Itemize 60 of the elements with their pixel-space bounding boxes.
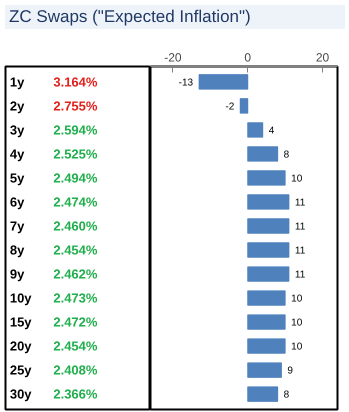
data-label: 11 [294, 221, 306, 232]
y-tick-label: 9y [10, 266, 26, 282]
x2-tick-label: 0 [244, 50, 252, 64]
text: 2.594% [53, 122, 98, 138]
bar [247, 266, 290, 282]
y-tick-label: 7y [10, 218, 26, 234]
text: 2.462% [53, 266, 98, 282]
text: 2.408% [53, 362, 98, 378]
data-label: 11 [294, 197, 306, 208]
bar [247, 170, 286, 186]
data-label: 11 [294, 246, 306, 257]
y-tick-label: 15y [10, 314, 32, 330]
data-label: 10 [291, 294, 303, 305]
x2-tick-label: -20 [164, 50, 182, 64]
data-label: 10 [291, 318, 303, 329]
text: 2.454% [53, 242, 98, 258]
bar [247, 146, 278, 162]
text: 2.472% [53, 314, 98, 330]
bar [247, 314, 286, 330]
data-label: 10 [291, 173, 303, 184]
bar [247, 194, 290, 210]
data-label: 8 [284, 390, 290, 401]
bar [247, 386, 278, 402]
data-label: 4 [268, 125, 275, 136]
text: 2.473% [53, 290, 98, 306]
y-tick-label: 10y [10, 290, 32, 306]
text: 2.366% [53, 386, 98, 402]
data-label: 11 [294, 270, 306, 281]
data-label: 9 [287, 366, 294, 377]
y-tick-label: 25y [10, 362, 32, 378]
bar [247, 242, 290, 258]
bar [247, 122, 264, 138]
text: 2.474% [53, 194, 98, 210]
y-tick-label: 6y [10, 194, 26, 210]
y-tick-label: 5y [10, 170, 26, 186]
bar [198, 74, 248, 90]
text: 2.755% [53, 98, 98, 114]
y-tick-label: 1y [10, 74, 26, 90]
text: 2.494% [53, 170, 98, 186]
text: 2.454% [53, 338, 98, 354]
y-tick-label: 8y [10, 242, 26, 258]
bar [247, 218, 290, 234]
text: 2.525% [53, 146, 98, 162]
bar [247, 338, 286, 354]
y-tick-label: 2y [10, 98, 26, 114]
data-label: 8 [284, 149, 290, 160]
chart-title: ZC Swaps ("Expected Inflation") [9, 6, 251, 28]
y-tick-label: 3y [10, 122, 26, 138]
y-tick-label: 20y [10, 338, 32, 354]
bar [247, 290, 286, 306]
text: 2.460% [53, 218, 98, 234]
y-tick-label: 4y [10, 146, 26, 162]
y-tick-label: 30y [10, 386, 32, 402]
text: 3.164% [53, 74, 98, 90]
bar [240, 98, 248, 114]
data-label: 10 [291, 342, 303, 353]
bar [247, 362, 282, 378]
x2-tick-label: 20 [316, 50, 330, 64]
data-label: -13 [178, 77, 194, 88]
data-label: -2 [225, 101, 235, 112]
